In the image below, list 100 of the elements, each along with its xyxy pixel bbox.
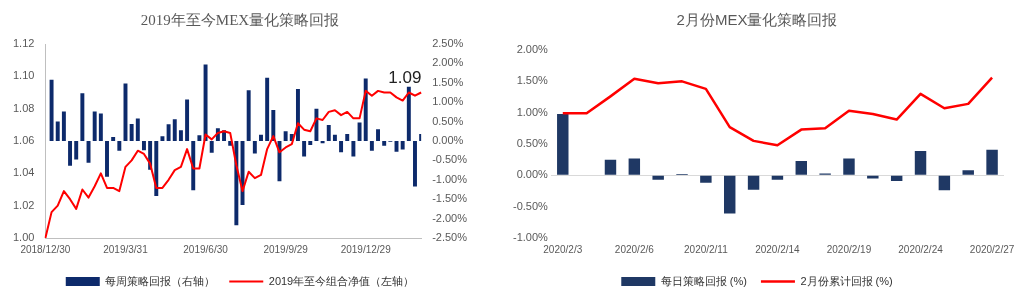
y-tick-label: 1.04 bbox=[12, 166, 35, 179]
y-tick-label: 1.02 bbox=[12, 198, 35, 211]
y2-tick-label: -1.50% bbox=[432, 192, 468, 205]
y-tick-label: 1.00 bbox=[12, 231, 35, 244]
bar bbox=[363, 78, 368, 141]
y2-tick-label: 0.00% bbox=[432, 134, 464, 147]
bar bbox=[700, 175, 712, 183]
bar bbox=[209, 141, 214, 153]
bar bbox=[105, 141, 109, 177]
x-tick-label: 2020/2/24 bbox=[898, 243, 944, 255]
legend-label: 2019年至今组合净值（左轴） bbox=[268, 274, 415, 287]
y-tick-label: 0.50% bbox=[516, 137, 549, 150]
bar bbox=[49, 79, 54, 141]
bar bbox=[191, 141, 196, 191]
bar bbox=[166, 124, 171, 141]
y2-tick-label: 1.00% bbox=[432, 95, 464, 108]
x-tick-label: 2019/12/29 bbox=[340, 243, 392, 255]
bar bbox=[98, 113, 103, 141]
y2-tick-label: 0.50% bbox=[432, 114, 464, 127]
x-tick-label: 2020/2/6 bbox=[614, 243, 655, 255]
bar bbox=[747, 175, 760, 190]
bar bbox=[92, 111, 97, 141]
y-tick-label: 1.06 bbox=[12, 134, 35, 147]
bar bbox=[351, 141, 356, 157]
bar bbox=[68, 141, 73, 166]
bar bbox=[604, 159, 617, 175]
bar bbox=[382, 141, 387, 146]
bar bbox=[843, 158, 855, 175]
y2-tick-label: -2.00% bbox=[432, 211, 468, 224]
y-tick-label: 1.00% bbox=[516, 105, 549, 118]
bar bbox=[246, 90, 251, 141]
x-tick-label: 2020/2/19 bbox=[826, 243, 872, 255]
y-tick-label: 0.00% bbox=[516, 168, 549, 181]
bar bbox=[178, 130, 183, 141]
y-tick-label: 1.50% bbox=[516, 74, 549, 87]
bar bbox=[652, 175, 664, 180]
x-tick-label: 2019/6/30 bbox=[183, 243, 229, 255]
bar bbox=[61, 111, 66, 141]
x-tick-label: 2019/9/29 bbox=[263, 243, 309, 255]
bar bbox=[419, 134, 422, 141]
x-tick-label: 2018/12/30 bbox=[20, 243, 71, 255]
x-tick-label: 2020/2/11 bbox=[684, 243, 729, 255]
bar bbox=[345, 134, 350, 141]
bar bbox=[129, 123, 134, 141]
bar bbox=[135, 118, 140, 141]
bar bbox=[141, 141, 146, 151]
bar bbox=[376, 129, 380, 141]
chart-title: 2019年至今MEX量化策略回报 bbox=[140, 11, 340, 28]
bar bbox=[74, 141, 79, 160]
bar bbox=[557, 113, 569, 175]
bar bbox=[80, 93, 85, 141]
bar bbox=[357, 122, 362, 141]
y2-tick-label: 1.50% bbox=[432, 75, 464, 88]
bar bbox=[938, 175, 951, 191]
bar bbox=[326, 125, 331, 141]
bar bbox=[283, 131, 288, 141]
bar bbox=[890, 175, 903, 181]
bar bbox=[160, 136, 165, 141]
bar bbox=[400, 141, 405, 150]
bar bbox=[369, 141, 374, 151]
y2-tick-label: -0.50% bbox=[432, 153, 468, 166]
bar bbox=[413, 141, 417, 187]
x-tick-label: 2020/2/27 bbox=[969, 243, 1015, 255]
x-tick-label: 2020/2/3 bbox=[543, 243, 583, 255]
chart-title: 2月份MEX量化策略回报 bbox=[676, 11, 838, 29]
bar bbox=[914, 150, 927, 175]
bar bbox=[265, 77, 270, 141]
bar bbox=[332, 134, 337, 141]
x-tick-label: 2020/2/14 bbox=[755, 243, 801, 255]
bar bbox=[962, 170, 974, 175]
legend-label: 2月份累计回报 (%) bbox=[800, 274, 893, 287]
bar bbox=[724, 175, 736, 214]
bar bbox=[302, 141, 307, 157]
y-tick-label: 1.08 bbox=[12, 101, 35, 114]
bar bbox=[252, 141, 257, 154]
data-label: 1.09 bbox=[388, 67, 422, 87]
y-tick-label: 1.10 bbox=[12, 69, 35, 82]
bar bbox=[111, 137, 116, 141]
y2-tick-label: 2.00% bbox=[432, 56, 464, 69]
legend-label: 每周策略回报（右轴） bbox=[105, 274, 216, 287]
bar bbox=[259, 134, 263, 141]
x-tick-label: 2019/3/31 bbox=[103, 243, 149, 255]
bar bbox=[154, 141, 159, 197]
bar bbox=[55, 121, 60, 141]
bar bbox=[295, 89, 300, 141]
y2-tick-label: 2.50% bbox=[432, 37, 464, 50]
bar bbox=[308, 141, 313, 145]
bar bbox=[771, 175, 784, 180]
bar bbox=[339, 141, 344, 153]
bar bbox=[197, 135, 202, 141]
legend-label: 每日策略回报 (%) bbox=[660, 274, 747, 287]
bar bbox=[203, 64, 208, 141]
y2-tick-label: -1.00% bbox=[432, 172, 468, 185]
y-tick-label: -1.00% bbox=[512, 231, 549, 244]
bar bbox=[795, 160, 807, 175]
y2-tick-label: -2.50% bbox=[432, 231, 468, 244]
bar bbox=[986, 149, 998, 175]
y-tick-label: 2.00% bbox=[516, 43, 549, 56]
y-tick-label: -0.50% bbox=[512, 199, 549, 212]
bar bbox=[172, 119, 177, 141]
